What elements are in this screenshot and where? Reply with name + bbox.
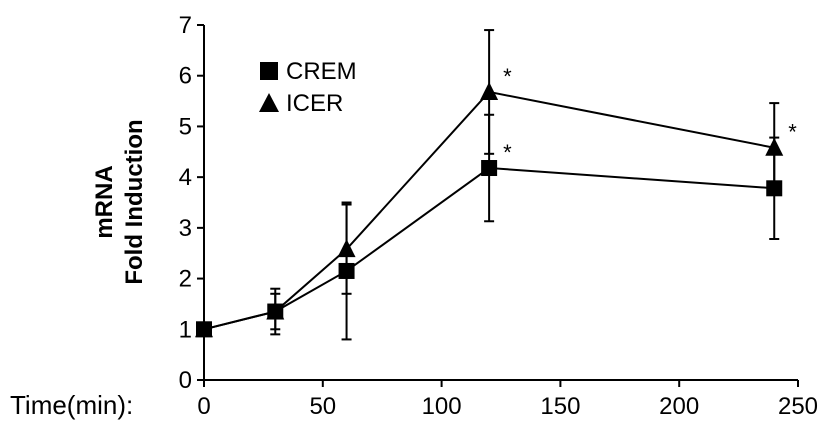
significance-star: * <box>788 120 797 145</box>
y-tick-label: 7 <box>179 12 192 39</box>
x-tick-label: 200 <box>659 393 699 420</box>
data-point-icer <box>480 81 499 100</box>
significance-star: * <box>503 140 512 165</box>
x-tick-label: 150 <box>540 393 580 420</box>
significance-star: * <box>503 64 512 89</box>
legend-item-crem: CREM <box>260 58 357 85</box>
y-tick-label: 2 <box>179 266 192 293</box>
y-tick-label: 5 <box>179 113 192 140</box>
legend-label: CREM <box>286 58 357 85</box>
y-axis-title-line-1: mRNA <box>91 165 118 238</box>
x-tick-label: 100 <box>422 393 462 420</box>
y-tick-label: 1 <box>179 316 192 343</box>
y-axis-ticks: 0 1 2 3 4 5 6 7 <box>179 12 204 394</box>
data-point-icer <box>195 319 213 338</box>
data-point-icer <box>337 239 356 258</box>
legend-marker-triangle <box>259 93 279 112</box>
legend: CREM ICER <box>259 58 357 117</box>
x-axis-ticks: 0 50 100 150 200 250 <box>197 380 818 420</box>
data-point-icer <box>765 137 784 156</box>
data-point-crem <box>481 160 498 177</box>
annotation-layer: * * * <box>503 64 797 165</box>
legend-label: ICER <box>286 90 343 117</box>
y-axis-title-line-2: Fold Induction <box>121 119 148 284</box>
x-tick-label: 250 <box>778 393 818 420</box>
legend-item-icer: ICER <box>259 90 343 117</box>
y-axis-title: mRNA Fold Induction <box>91 119 148 284</box>
y-tick-label: 6 <box>179 63 192 90</box>
y-tick-label: 4 <box>179 164 192 191</box>
data-point-icer <box>266 301 285 320</box>
y-tick-label: 0 <box>179 367 192 394</box>
x-tick-label: 50 <box>309 393 336 420</box>
x-tick-label: 0 <box>197 393 210 420</box>
series-icer <box>195 29 784 338</box>
y-tick-label: 3 <box>179 215 192 242</box>
series-layer <box>195 29 784 341</box>
legend-marker-square <box>260 62 278 80</box>
x-axis-title: Time(min): <box>10 390 133 420</box>
